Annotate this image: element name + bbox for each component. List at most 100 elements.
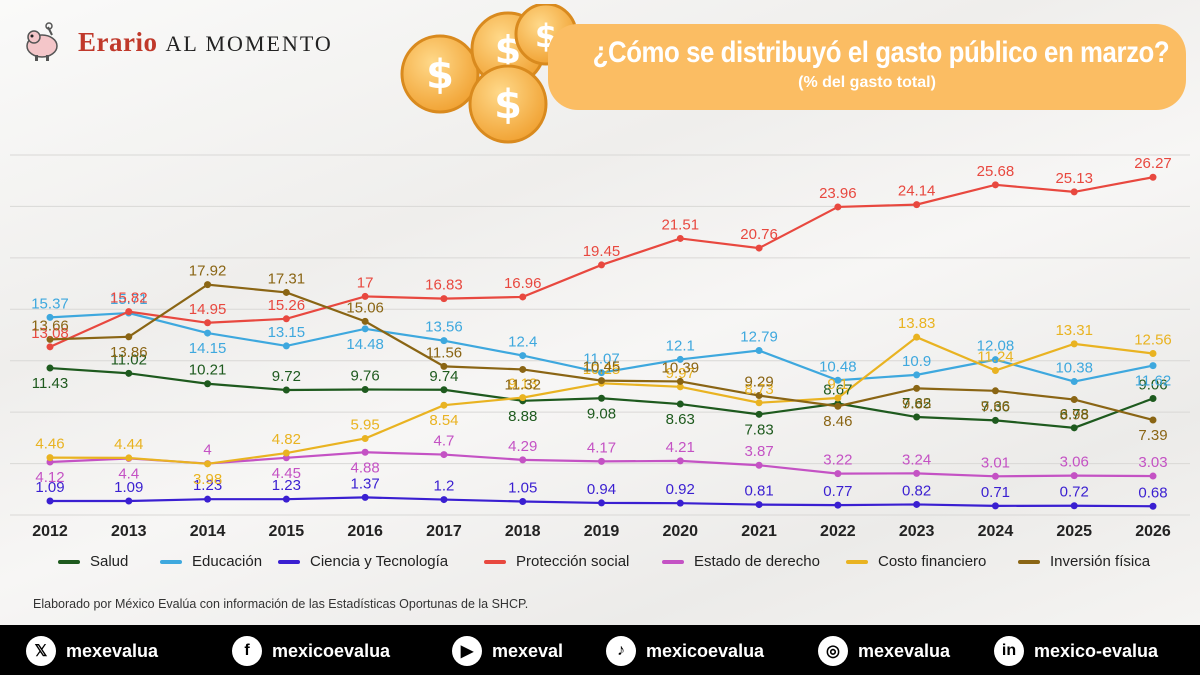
social-label: mexevalua [858,640,951,661]
facebook-icon: f [232,636,262,666]
data-label: 24.14 [898,183,936,200]
data-label: 15.71 [110,291,148,308]
data-point [913,469,921,477]
data-point [1070,472,1078,480]
data-point [46,313,54,321]
legend-item: Inversión física [1018,553,1150,570]
x-tick-label: 2016 [347,523,383,540]
data-point [46,343,54,351]
data-label: 0.77 [823,483,852,500]
social-link[interactable]: ◎ mexevalua [818,635,950,667]
data-point [913,333,921,341]
data-label: 9.74 [429,368,458,385]
data-label: 16.83 [425,277,463,294]
social-label: mexicoevalua [272,640,391,661]
data-label: 12.4 [508,334,537,351]
data-point [991,181,999,189]
data-point [519,498,527,505]
data-label: 4.4 [118,465,139,482]
social-link[interactable]: in mexico-evalua [994,635,1158,667]
data-label: 11.43 [32,375,68,392]
data-point [204,495,212,503]
data-label: 12.08 [977,338,1015,355]
chart-legend: Salud Educación Ciencia y Tecnología Protec… [0,553,1200,577]
data-point [913,371,921,379]
svg-text:$: $ [426,52,454,98]
data-point [440,295,448,303]
social-link[interactable]: ♪ mexicoevalua [606,635,764,667]
data-point [991,366,999,374]
data-label: 9.76 [351,368,380,385]
data-point [755,461,763,469]
data-label: 20.76 [740,226,778,243]
legend-item: Ciencia y Tecnología [278,553,448,570]
instagram-icon: ◎ [818,636,848,666]
linkedin-icon: in [994,636,1024,666]
data-label: 17.31 [268,270,306,287]
social-link[interactable]: f mexicoevalua [232,635,390,667]
legend-swatch [58,559,80,564]
data-label: 9.1 [827,376,848,393]
data-point [834,376,842,384]
data-point [991,502,999,510]
data-label: 3.87 [744,443,773,460]
data-point [598,499,605,507]
data-label: 7.39 [1138,427,1167,444]
legend-label: Estado de derecho [694,553,820,570]
data-label: 11.32 [504,376,540,393]
data-label: 12.79 [740,329,778,346]
data-label: 9.72 [272,368,301,385]
data-point [755,410,763,418]
logo-suffix: AL MOMENTO [165,30,333,56]
data-point [1070,378,1078,386]
x-tick-label: 2013 [111,523,147,540]
data-label: 4.44 [114,436,143,453]
data-label: 0.82 [902,482,931,499]
data-label: 3.24 [902,451,931,468]
data-label: 16.96 [504,275,542,292]
data-point [913,500,921,508]
data-label: 13.86 [110,344,148,361]
data-label: 8.88 [508,408,537,425]
data-label: 11.07 [583,351,619,368]
chart-title: ¿Cómo se distribuyó el gasto público en … [592,36,1170,69]
data-label: 13.83 [898,315,936,332]
data-point [1149,350,1157,358]
data-point [1070,340,1078,348]
data-point [598,457,605,465]
data-label: 9.29 [744,374,773,391]
data-point [1070,424,1078,432]
data-label: 0.68 [1138,484,1167,501]
data-label: 15.82 [110,290,148,307]
legend-item: Educación [160,553,262,570]
x-tick-label: 2021 [741,523,777,540]
data-label: 8.67 [823,382,852,399]
data-point [676,499,684,507]
data-point [361,435,369,442]
data-point [991,472,999,480]
data-label: 9.06 [1138,377,1167,394]
data-label: 14.95 [189,301,227,318]
data-label: 25.13 [1055,170,1093,187]
data-label: 0.71 [981,484,1010,501]
data-label: 10.48 [819,358,857,375]
social-link[interactable]: ▶ mexeval [452,635,563,667]
x-tick-label: 2019 [584,523,620,540]
data-point [46,497,54,505]
data-point [125,369,133,377]
data-label: 4.21 [666,439,695,456]
data-point [913,201,921,209]
x-tick-label: 2025 [1056,523,1092,540]
svg-text:$: $ [494,82,522,128]
youtube-icon: ▶ [452,636,482,666]
data-point [1149,416,1157,424]
data-point [125,497,133,505]
data-label: 1.37 [351,475,380,492]
data-point [755,501,763,509]
data-label: 11.56 [426,344,462,361]
data-label: 4.46 [35,436,64,453]
data-label: 4 [203,442,211,459]
data-label: 0.81 [744,483,773,500]
